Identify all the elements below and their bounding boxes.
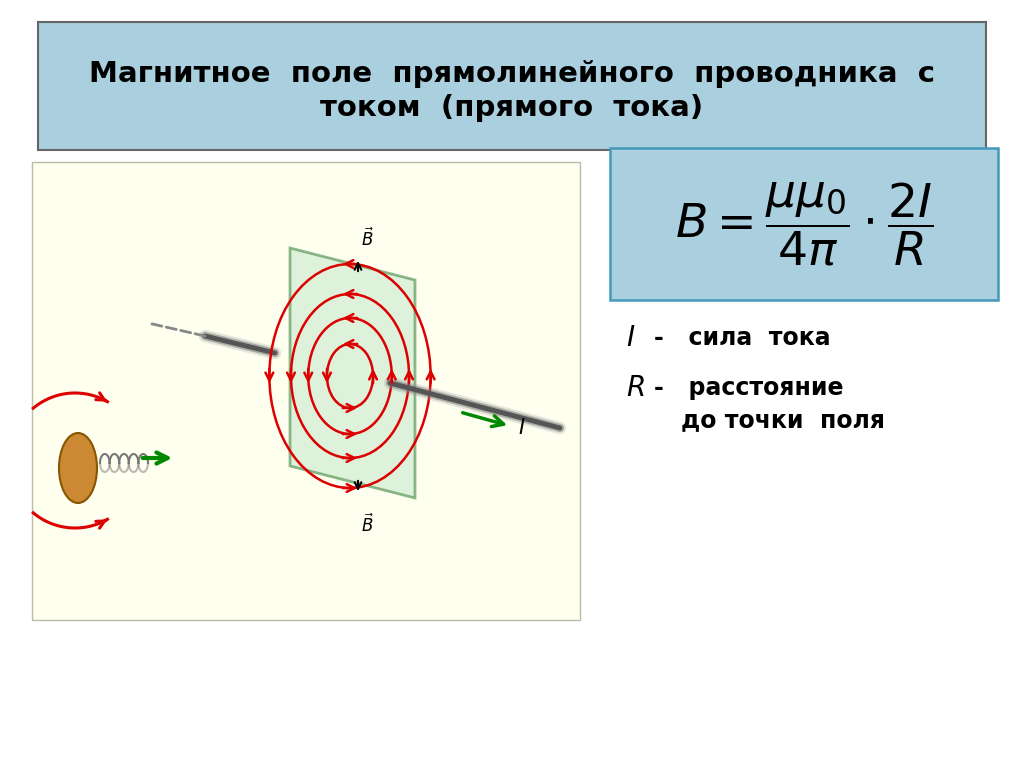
Text: Магнитное  поле  прямолинейного  проводника  с: Магнитное поле прямолинейного проводника… [89,60,935,88]
Text: -   расстояние: - расстояние [654,376,844,400]
Text: $\vec{B}$: $\vec{B}$ [361,514,374,537]
Text: $I$: $I$ [626,325,636,352]
Text: $B = \dfrac{\mu\mu_0}{4\pi} \cdot \dfrac{2I}{R}$: $B = \dfrac{\mu\mu_0}{4\pi} \cdot \dfrac… [675,180,933,268]
Text: током  (прямого  тока): током (прямого тока) [321,94,703,122]
Text: -   сила  тока: - сила тока [654,326,830,350]
Text: $I$: $I$ [518,418,525,438]
Polygon shape [290,248,415,498]
Ellipse shape [59,433,97,503]
FancyBboxPatch shape [32,162,580,620]
FancyBboxPatch shape [610,148,998,300]
Text: $R$: $R$ [626,375,645,402]
Text: $\vec{B}$: $\vec{B}$ [361,227,374,250]
FancyBboxPatch shape [38,22,986,150]
Text: до точки  поля: до точки поля [681,408,885,432]
